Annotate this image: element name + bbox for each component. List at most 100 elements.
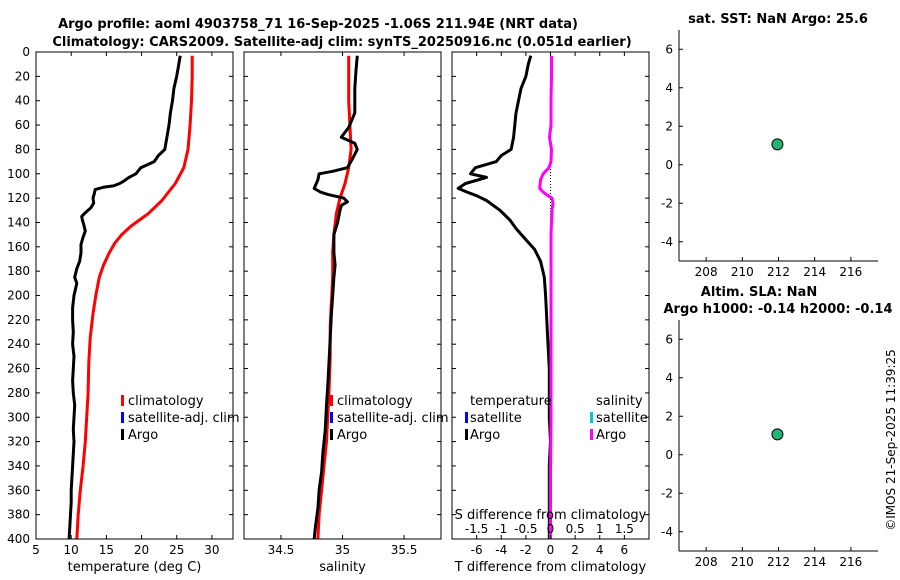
temperature-xtick-label: 30 [204,543,219,557]
sst-panel: -4 -2 0 2 4 6 208 210 212 214 216 [661,30,878,279]
sla-ytick-label: -2 [661,486,673,500]
difference-legend-temperature-title: temperature [470,394,552,409]
sst-xtick-label: 208 [695,265,718,279]
temperature-xtick-label: 20 [134,543,149,557]
salinity-frame [243,51,442,540]
temperature-ytick-label: 400 [7,532,30,546]
sst-xtick-label: 212 [767,265,790,279]
difference-salinity-tick-label: -1.5 [465,522,488,536]
sla-ytick-label: 6 [665,332,673,346]
sst-ytick-label: 2 [665,119,673,133]
difference-salinity-tick-label: 1.5 [615,522,634,536]
temperature-ytick-label: 80 [15,142,30,156]
difference-xtick-label: -2 [520,543,532,557]
temperature-ytick-label: 160 [7,240,30,254]
temperature-panel: 5 10 15 20 25 3002040608010012014016018020022… [7,45,240,575]
difference-temperature-argo-line [456,55,552,539]
salinity-legend-label: climatology [337,394,413,409]
difference-salinity-xlabel: S difference from climatology [455,508,647,523]
temperature-ytick-label: 260 [7,362,30,376]
difference-legend-salinity-label: satellite [596,411,648,426]
temperature-ytick-label: 140 [7,215,30,229]
temperature-legend-label: satellite-adj. clim [128,411,240,426]
temperature-ytick-label: 0 [22,45,30,59]
salinity-legend-swatch [330,395,333,406]
sla-xtick-label: 214 [803,555,826,569]
sla-panel-title-line1: Altim. SLA: NaN [701,285,817,300]
temperature-ytick-label: 20 [15,69,30,83]
difference-salinity-tick-label: -0.5 [514,522,537,536]
figure-title-line2: Climatology: CARS2009. Satellite-adj cli… [52,35,631,50]
temperature-argo-line [67,55,182,540]
salinity-xtick-label: 35.5 [391,543,418,557]
difference-panel: -6 -4 -2 0 2 4 6 -1.5 -1 -0.5 0 0.5 1 1.5S difference… [451,51,650,575]
difference-temperature-xlabel: T difference from climatology [454,560,647,575]
sla-xtick-label: 216 [839,555,862,569]
sst-xtick-label: 210 [731,265,754,279]
difference-xtick-label: 4 [596,543,604,557]
difference-legend-temperature-label: Argo [470,428,500,443]
temperature-ytick-label: 200 [7,289,30,303]
difference-salinity-tick-label: 0 [547,522,555,536]
temperature-ytick-label: 340 [7,459,30,473]
difference-salinity-tick-label: 0.5 [566,522,585,536]
temperature-ytick-label: 40 [15,94,30,108]
salinity-xtick-label: 34.5 [268,543,295,557]
sla-xtick-label: 208 [695,555,718,569]
sst-panel-title: sat. SST: NaN Argo: 25.6 [688,12,868,27]
temperature-ytick-label: 360 [7,483,30,497]
temperature-ytick-label: 180 [7,264,30,278]
temperature-ytick-label: 120 [7,191,30,205]
timestamp-footer: ©IMOS 21-Sep-2025 11:39:25 [884,349,898,531]
temperature-legend-swatch [121,395,124,406]
difference-xtick-label: 6 [621,543,629,557]
temperature-xlabel: temperature (deg C) [68,560,202,575]
temperature-ytick-label: 320 [7,435,30,449]
sst-ytick-label: -4 [661,235,673,249]
sla-ytick-label: 0 [665,448,673,462]
temperature-ytick-label: 280 [7,386,30,400]
temperature-ytick-label: 300 [7,410,30,424]
sla-ytick-label: 2 [665,409,673,423]
salinity-legend-label: satellite-adj. clim [337,411,449,426]
temperature-legend-swatch [121,429,124,440]
temperature-legend-swatch [121,412,124,423]
sst-ytick-label: 6 [665,42,673,56]
difference-salinity-argo-line [538,55,555,539]
sst-argo-location-marker [771,138,784,151]
sla-xtick-label: 210 [731,555,754,569]
sla-panel: -4 -2 0 2 4 6 208 210 212 214 216 [661,320,878,569]
sla-argo-location-marker [771,428,784,441]
temperature-legend-label: Argo [128,428,158,443]
difference-xtick-label: 0 [547,543,555,557]
sla-ytick-label: -4 [661,525,673,539]
sla-ytick-label: 4 [665,371,673,385]
sst-ytick-label: 0 [665,158,673,172]
difference-xtick-label: -4 [495,543,507,557]
temperature-xtick-label: 15 [99,543,114,557]
temperature-xtick-label: 10 [64,543,79,557]
sla-xtick-label: 212 [767,555,790,569]
temperature-ytick-label: 380 [7,508,30,522]
temperature-ytick-label: 220 [7,313,30,327]
temperature-ytick-label: 240 [7,337,30,351]
salinity-legend-label: Argo [337,428,367,443]
salinity-xtick-label: 35 [335,543,350,557]
difference-salinity-tick-label: 1 [596,522,604,536]
difference-xtick-label: -6 [471,543,483,557]
temperature-climatology-line [75,55,194,540]
temperature-xtick-label: 5 [32,543,40,557]
temperature-legend-label: climatology [128,394,204,409]
salinity-panel: 34.5 35 35.5 salinity climatology satellite-a… [243,51,449,575]
temperature-xtick-label: 25 [169,543,184,557]
sla-panel-title-line2: Argo h1000: -0.14 h2000: -0.14 [663,302,892,317]
sst-xtick-label: 214 [803,265,826,279]
difference-legend-temperature-swatch [465,412,468,423]
sst-ytick-label: 4 [665,81,673,95]
difference-legend-salinity-label: Argo [596,428,626,443]
difference-legend-salinity-swatch [590,429,593,440]
salinity-xlabel: salinity [319,560,366,575]
temperature-ytick-label: 100 [7,167,30,181]
difference-xtick-label: 2 [571,543,579,557]
